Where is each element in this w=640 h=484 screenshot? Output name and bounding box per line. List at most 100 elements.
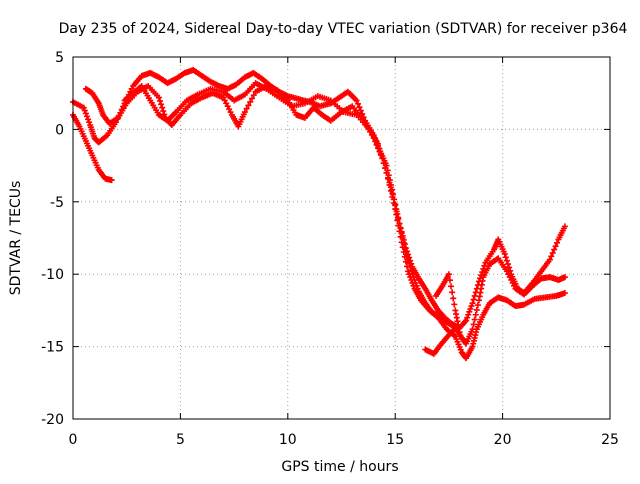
data-point <box>353 97 360 104</box>
x-tick-label: 0 <box>69 432 78 448</box>
series-sat-track-5 <box>422 323 461 357</box>
data-point <box>471 316 478 323</box>
data-point <box>561 274 568 281</box>
data-point <box>401 253 408 260</box>
plot-frame <box>72 56 611 420</box>
data-point <box>386 181 393 188</box>
chart-title: Day 235 of 2024, Sidereal Day-to-day VTE… <box>59 21 628 37</box>
data-point <box>357 107 364 114</box>
data-point <box>159 104 166 111</box>
data-point <box>158 101 165 108</box>
data-point <box>83 113 90 120</box>
data-point <box>402 258 409 265</box>
data-point <box>408 276 415 283</box>
data-point <box>467 305 474 312</box>
data-point <box>448 283 455 290</box>
data-point <box>379 155 386 162</box>
data-point <box>356 104 363 111</box>
data-point <box>376 145 383 152</box>
data-point <box>354 100 361 107</box>
y-tick-label: -15 <box>41 340 64 356</box>
data-point <box>449 289 456 296</box>
data-point <box>465 311 472 318</box>
data-point <box>86 119 93 126</box>
data-point <box>446 277 453 284</box>
data-point <box>504 261 511 268</box>
data-point <box>410 282 417 289</box>
data-point <box>409 279 416 286</box>
grid-lines <box>73 57 610 419</box>
data-point <box>243 105 250 112</box>
data-point <box>474 302 481 309</box>
data-point <box>82 110 89 117</box>
axis-ticks: 0 5 10 15 20 25 -20 -15 -10 -5 0 5 <box>41 50 619 448</box>
series-sat-track-2 <box>82 82 568 347</box>
data-point <box>156 97 163 104</box>
data-point <box>464 314 471 321</box>
data-point <box>155 94 162 101</box>
data-point <box>377 150 384 157</box>
data-point <box>473 306 480 313</box>
data-point <box>247 98 254 105</box>
x-tick-label: 15 <box>386 432 404 448</box>
data-point <box>108 177 115 184</box>
y-tick-label: -20 <box>41 412 64 428</box>
series-sat-track-1 <box>70 67 568 331</box>
data-point <box>383 169 390 176</box>
data-point <box>551 246 558 253</box>
data-point <box>407 274 414 281</box>
data-point <box>399 244 406 251</box>
data-point <box>405 268 412 275</box>
x-tick-label: 20 <box>494 432 512 448</box>
series-sat-track-4 <box>121 80 568 362</box>
series-sat-track-6 <box>433 271 463 336</box>
data-point <box>393 211 400 218</box>
data-point <box>398 239 405 246</box>
x-tick-label: 10 <box>279 432 297 448</box>
data-point <box>503 257 510 264</box>
data-point <box>81 107 88 114</box>
data-point <box>389 193 396 200</box>
data-point <box>561 223 568 230</box>
data-point <box>471 292 478 299</box>
data-point <box>359 110 366 117</box>
data-point <box>392 206 399 213</box>
data-point <box>468 303 475 310</box>
data-points <box>70 67 568 362</box>
y-tick-label: -10 <box>41 267 64 283</box>
data-point <box>387 187 394 194</box>
data-point <box>501 250 508 257</box>
data-point <box>80 104 87 111</box>
data-point <box>445 271 452 278</box>
data-point <box>548 253 555 260</box>
data-point <box>406 271 413 278</box>
data-point <box>561 290 568 297</box>
data-point <box>241 109 248 116</box>
data-point <box>549 249 556 256</box>
data-point <box>451 301 458 308</box>
data-point <box>400 248 407 255</box>
data-point <box>450 295 457 302</box>
data-point <box>552 243 559 250</box>
x-tick-label: 25 <box>601 432 619 448</box>
data-point <box>394 217 401 224</box>
data-point <box>554 239 561 246</box>
data-point <box>502 254 509 261</box>
data-point <box>375 140 382 147</box>
data-point <box>249 95 255 102</box>
data-point <box>472 311 479 318</box>
data-point <box>385 175 392 182</box>
y-tick-label: 5 <box>55 50 64 66</box>
data-point <box>406 260 413 267</box>
y-tick-label: 0 <box>55 122 64 138</box>
data-point <box>397 233 404 240</box>
data-point <box>396 228 403 235</box>
data-point <box>463 317 470 324</box>
x-tick-label: 5 <box>176 432 185 448</box>
data-point <box>470 321 477 328</box>
data-point <box>160 108 167 115</box>
y-axis-label: SDTVAR / TECUs <box>8 181 24 296</box>
data-point <box>506 264 513 271</box>
